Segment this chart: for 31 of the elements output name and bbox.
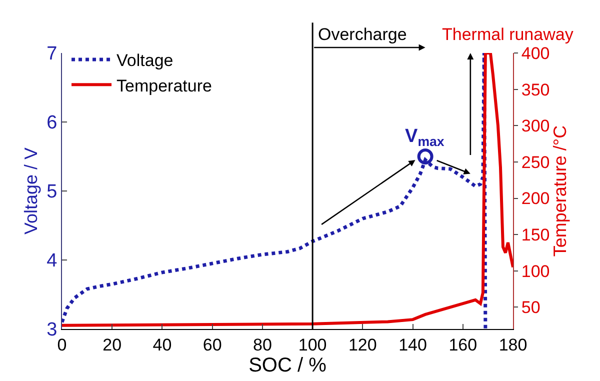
y-tick-label: 3 <box>46 320 58 341</box>
y-tick-label: 5 <box>46 182 58 203</box>
y2-tick-label: 250 <box>521 152 550 172</box>
x-tick-label: 60 <box>202 335 222 354</box>
x-tick-label: 100 <box>298 335 327 354</box>
x-axis-title: SOC / % <box>248 354 327 376</box>
x-tick-label: 20 <box>102 335 122 354</box>
y2-tick-label: 100 <box>521 262 550 281</box>
x-tick-label: 160 <box>448 335 478 354</box>
x-tick-label: 180 <box>498 335 528 354</box>
y2-tick-label: 350 <box>521 80 550 100</box>
ref-line-label: Overcharge <box>318 25 407 44</box>
y-axis-title: Voltage / V <box>20 147 41 235</box>
x-tick-label: 140 <box>398 335 427 354</box>
x-tick-label: 80 <box>252 335 272 354</box>
y2-tick-label: 200 <box>521 189 550 208</box>
y-tick-label: 7 <box>46 44 58 65</box>
text: Thermal runaway <box>442 25 574 44</box>
legend-label: Voltage <box>116 51 174 70</box>
y2-axis-title: Temperature /°C <box>550 125 570 257</box>
legend-label: Temperature <box>116 76 212 96</box>
x-tick-label: 40 <box>152 335 172 354</box>
y-tick-label: 4 <box>46 250 58 272</box>
x-tick-label: 120 <box>348 335 377 354</box>
y2-tick-label: 400 <box>521 44 550 63</box>
x-tick-label: 0 <box>57 335 67 354</box>
y2-tick-label: 300 <box>521 116 550 136</box>
y2-tick-label: 150 <box>521 226 550 245</box>
annotation: V$_{max}$ <box>405 126 445 149</box>
y-tick-label: 6 <box>46 112 58 134</box>
y2-tick-label: 50 <box>521 298 540 318</box>
